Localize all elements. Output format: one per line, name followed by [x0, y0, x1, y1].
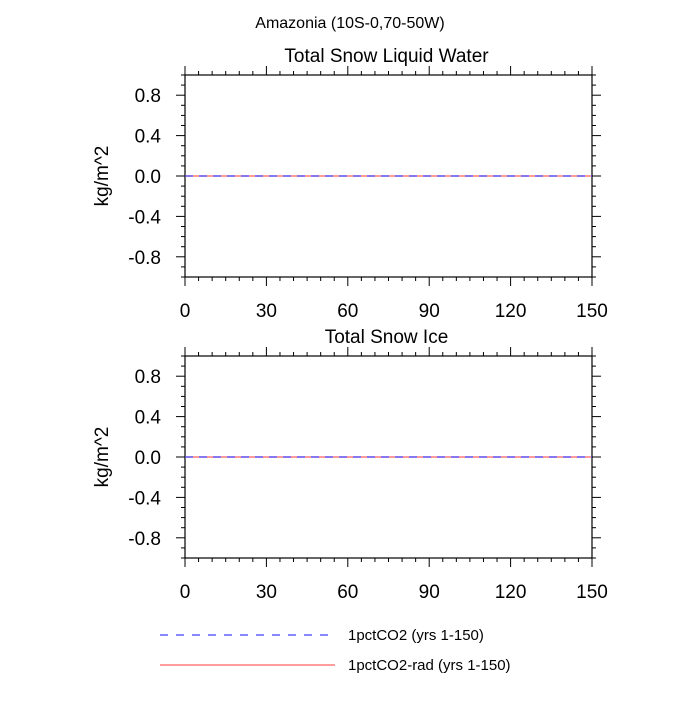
y-tick-label: 0.4 — [135, 408, 162, 429]
x-tick-label: 90 — [419, 301, 440, 322]
x-tick-label: 120 — [495, 582, 527, 603]
panel-title: Total Snow Ice — [325, 327, 449, 348]
x-tick-label: 90 — [419, 582, 440, 603]
x-tick-label: 150 — [576, 582, 608, 603]
y-tick-label: 0.4 — [135, 127, 162, 148]
y-tick-label: -0.8 — [128, 248, 161, 269]
x-tick-label: 60 — [337, 582, 358, 603]
chart-panel-2: Total Snow Ice 0 30 60 90 120 150 -0.8 -0.4 0.0 0.… — [92, 327, 608, 603]
x-tick-label: 30 — [256, 582, 277, 603]
legend-item-1: 1pctCO2 (yrs 1-150) — [160, 627, 484, 644]
x-tick-label: 60 — [337, 301, 358, 322]
y-tick-label: -0.4 — [128, 207, 161, 228]
y-tick-label: 0.0 — [135, 448, 161, 469]
x-tick-label: 150 — [576, 301, 608, 322]
legend-item-2: 1pctCO2-rad (yrs 1-150) — [160, 657, 511, 674]
y-tick-label: -0.8 — [128, 529, 161, 550]
figure-title: Amazonia (10S-0,70-50W) — [255, 15, 444, 32]
chart-panels: Total Snow Liquid Water 0 30 60 90 120 150 -0.8… — [92, 46, 608, 603]
chart-panel-1: Total Snow Liquid Water 0 30 60 90 120 150 -0.8… — [92, 46, 608, 322]
y-axis-label: kg/m^2 — [92, 146, 113, 207]
x-tick-label: 0 — [180, 301, 191, 322]
legend: 1pctCO2 (yrs 1-150) 1pctCO2-rad (yrs 1-15… — [160, 627, 511, 674]
legend-label: 1pctCO2-rad (yrs 1-150) — [348, 657, 511, 674]
y-tick-label: 0.8 — [135, 367, 161, 388]
panel-title: Total Snow Liquid Water — [284, 46, 489, 67]
y-tick-label: 0.8 — [135, 86, 161, 107]
y-axis-label: kg/m^2 — [92, 427, 113, 488]
x-tick-label: 120 — [495, 301, 527, 322]
x-tick-label: 0 — [180, 582, 191, 603]
y-tick-label: -0.4 — [128, 488, 161, 509]
legend-label: 1pctCO2 (yrs 1-150) — [348, 627, 484, 644]
y-tick-label: 0.0 — [135, 167, 161, 188]
x-tick-label: 30 — [256, 301, 277, 322]
